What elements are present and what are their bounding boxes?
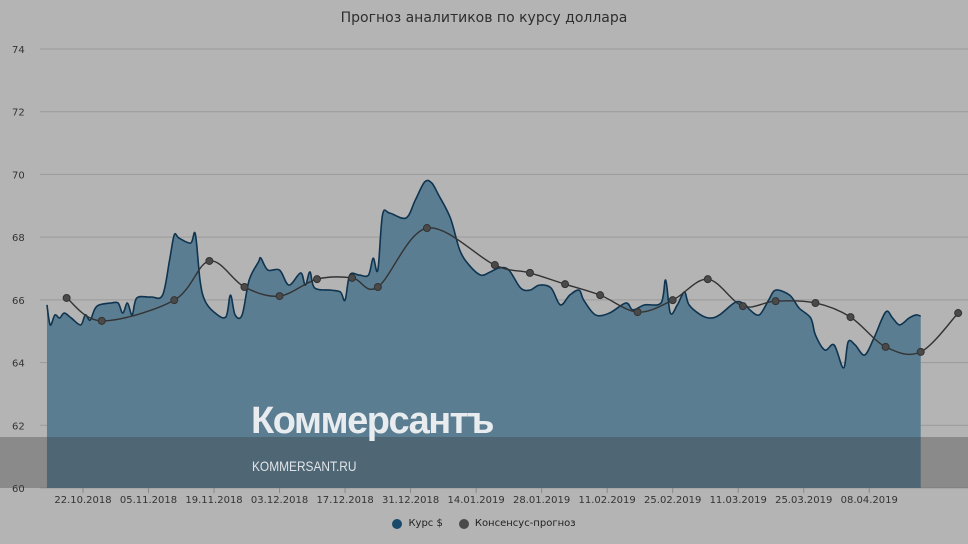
rate-line xyxy=(46,179,921,369)
x-tick-label: 28.01.2019 xyxy=(513,495,570,506)
x-tick-label: 11.03.2019 xyxy=(710,495,767,506)
y-tick-label: 64 xyxy=(12,359,25,370)
watermark-band xyxy=(0,437,968,488)
x-tick-label: 25.02.2019 xyxy=(644,495,701,506)
legend-label: Консенсус-прогноз xyxy=(474,518,576,529)
consensus-point xyxy=(596,291,605,300)
x-tick-label: 22.10.2018 xyxy=(54,495,111,506)
x-tick-label: 08.04.2019 xyxy=(841,495,898,506)
consensus-point xyxy=(738,302,747,311)
consensus-point xyxy=(561,280,570,289)
consensus-point xyxy=(881,342,890,351)
x-tick-label: 03.12.2018 xyxy=(251,495,308,506)
consensus-point xyxy=(205,256,214,265)
watermark-logo: Коммерсантъ xyxy=(251,400,494,442)
consensus-point xyxy=(422,224,431,233)
legend-item-rate[interactable]: Курс $ xyxy=(392,518,443,529)
x-tick-label: 17.12.2018 xyxy=(316,495,373,506)
chart-title: Прогноз аналитиков по курсу доллара xyxy=(340,10,628,26)
legend-label: Курс $ xyxy=(408,518,443,529)
consensus-point xyxy=(170,296,179,305)
consensus-point xyxy=(668,296,677,305)
consensus-point xyxy=(313,275,321,284)
x-tick-label: 05.11.2018 xyxy=(120,495,177,506)
consensus-point xyxy=(240,283,249,292)
consensus-point xyxy=(97,316,106,325)
consensus-point xyxy=(954,309,963,318)
consensus-point xyxy=(348,273,357,282)
consensus-point xyxy=(373,283,382,292)
legend-marker xyxy=(458,518,469,529)
legend-marker xyxy=(392,518,403,529)
consensus-point xyxy=(771,297,780,306)
consensus-point xyxy=(490,261,499,270)
y-tick-label: 72 xyxy=(12,108,25,119)
consensus-point xyxy=(703,275,712,284)
x-tick-label: 31.12.2018 xyxy=(382,495,439,506)
y-tick-label: 62 xyxy=(12,421,25,432)
legend: Курс $ Консенсус-прогноз xyxy=(0,518,968,529)
y-tick-label: 68 xyxy=(12,233,25,244)
consensus-point xyxy=(633,308,642,317)
x-tick-label: 11.02.2019 xyxy=(579,495,636,506)
consensus-point xyxy=(916,347,925,356)
x-tick-label: 25.03.2019 xyxy=(775,495,832,506)
y-tick-label: 60 xyxy=(12,484,25,495)
consensus-point xyxy=(525,268,534,277)
consensus-point xyxy=(275,292,284,301)
consensus-point xyxy=(811,298,820,307)
y-tick-label: 74 xyxy=(12,45,25,56)
y-tick-label: 70 xyxy=(12,170,25,181)
legend-item-consensus[interactable]: Консенсус-прогноз xyxy=(458,518,576,529)
consensus-point xyxy=(62,293,71,302)
rate-area xyxy=(46,180,921,489)
consensus-point xyxy=(846,313,855,322)
watermark-site: KOMMERSANT.RU xyxy=(252,458,357,474)
x-tick-label: 14.01.2019 xyxy=(447,495,504,506)
y-tick-label: 66 xyxy=(12,296,25,307)
x-tick-label: 19.11.2018 xyxy=(185,495,242,506)
